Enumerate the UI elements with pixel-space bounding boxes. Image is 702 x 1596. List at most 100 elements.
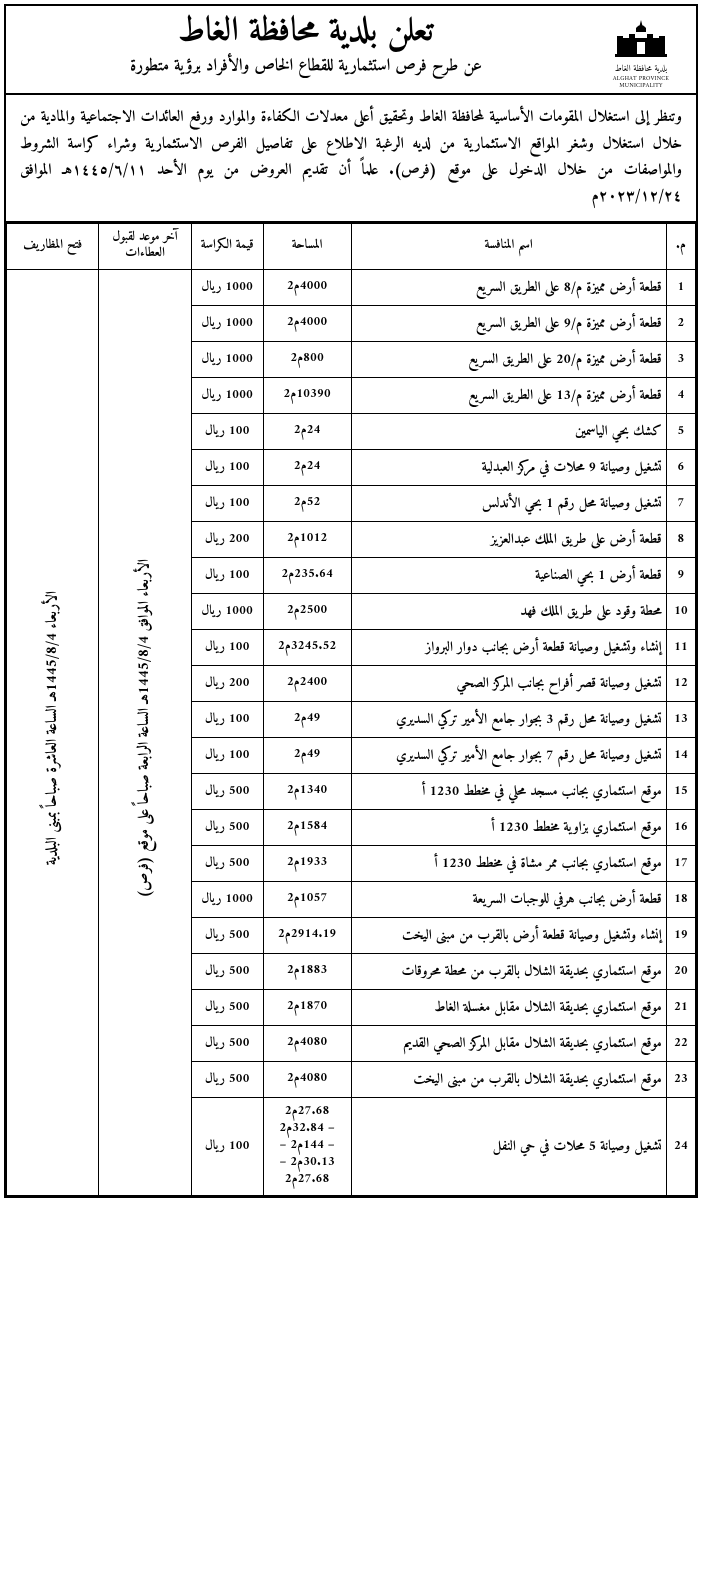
competition-name: قطعة أرض مميزة م/8 على الطريق السريع — [351, 270, 666, 306]
row-number: 2 — [666, 306, 695, 342]
area-value: 4080م2 — [263, 1026, 351, 1062]
booklet-price: 1000 ريال — [191, 882, 263, 918]
area-value: 3245.52م2 — [263, 630, 351, 666]
competition-name: كشك بحي الياسمين — [351, 414, 666, 450]
competition-name: موقع استثماري بجانب مسجد محلي في مخطط 12… — [351, 774, 666, 810]
competition-name: قطعة أرض مميزة م/20 على الطريق السريع — [351, 342, 666, 378]
row-number: 9 — [666, 558, 695, 594]
row-number: 11 — [666, 630, 695, 666]
row-number: 21 — [666, 990, 695, 1026]
area-value: 1933م2 — [263, 846, 351, 882]
area-value: 27.68م2 – 32.84م2 – 144م2 – 30.13م2 – 27… — [263, 1098, 351, 1195]
area-value: 1883م2 — [263, 954, 351, 990]
booklet-price: 1000 ريال — [191, 306, 263, 342]
competition-name: تشغيل وصيانة محل رقم 3 بجوار جامع الأمير… — [351, 702, 666, 738]
competition-name: تشغيل وصيانة قصر أفراح بجانب المركز الصح… — [351, 666, 666, 702]
header-row: بلدية محافظة الغاط ALGHAT PROVINCE MUNIC… — [6, 6, 696, 95]
col-header-price: قيمة الكراسة — [191, 223, 263, 270]
area-value: 2400م2 — [263, 666, 351, 702]
area-value: 2914.19م2 — [263, 918, 351, 954]
area-value: 24م2 — [263, 414, 351, 450]
row-number: 20 — [666, 954, 695, 990]
booklet-price: 1000 ريال — [191, 594, 263, 630]
area-value: 10390م2 — [263, 378, 351, 414]
booklet-price: 500 ريال — [191, 774, 263, 810]
intro-paragraph: وتنظر إلى استغلال المقومات الأساسية لمحا… — [6, 95, 696, 222]
booklet-price: 500 ريال — [191, 954, 263, 990]
booklet-price: 500 ريال — [191, 990, 263, 1026]
competition-name: إنشاء وتشغيل وصيانة قطعة أرض بجانب دوار … — [351, 630, 666, 666]
area-value: 2500م2 — [263, 594, 351, 630]
competition-name: قطعة أرض بجانب هرفي للوجبات السريعة — [351, 882, 666, 918]
row-number: 14 — [666, 738, 695, 774]
booklet-price: 200 ريال — [191, 666, 263, 702]
row-number: 17 — [666, 846, 695, 882]
competition-name: تشغيل وصيانة محل رقم 7 بجوار جامع الأمير… — [351, 738, 666, 774]
main-title: تعلن بلدية محافظة الغاط — [16, 14, 596, 51]
row-number: 16 — [666, 810, 695, 846]
competition-name: موقع استثماري بحديقة الشلال بالقرب من مب… — [351, 1062, 666, 1098]
logo-block: بلدية محافظة الغاط ALGHAT PROVINCE MUNIC… — [596, 14, 686, 89]
area-value: 4000م2 — [263, 306, 351, 342]
area-value: 49م2 — [263, 738, 351, 774]
row-number: 13 — [666, 702, 695, 738]
competition-name: قطعة أرض مميزة م/13 على الطريق السريع — [351, 378, 666, 414]
competition-name: قطعة أرض مميزة م/9 على الطريق السريع — [351, 306, 666, 342]
table-body: 1قطعة أرض مميزة م/8 على الطريق السريع400… — [7, 270, 696, 1195]
booklet-price: 500 ريال — [191, 846, 263, 882]
row-number: 7 — [666, 486, 695, 522]
deadline-text: الأربعاء الموافق 1445/8/4هـ الساعة الراب… — [133, 549, 157, 908]
booklet-price: 500 ريال — [191, 918, 263, 954]
opening-cell: الأربعاء 1445/8/4هـ الساعة العاشرة صباحا… — [7, 270, 99, 1195]
booklet-price: 100 ريال — [191, 630, 263, 666]
booklet-price: 500 ريال — [191, 1062, 263, 1098]
competition-name: محطة وقود على طريق الملك فهد — [351, 594, 666, 630]
table-header-row: م. اسم المنافسة المساحة قيمة الكراسة آخر… — [7, 223, 696, 270]
tenders-table: م. اسم المنافسة المساحة قيمة الكراسة آخر… — [6, 223, 696, 1196]
col-header-area: المساحة — [263, 223, 351, 270]
title-block: تعلن بلدية محافظة الغاط عن طرح فرص استثم… — [16, 14, 596, 77]
area-value: 4000م2 — [263, 270, 351, 306]
area-value: 1057م2 — [263, 882, 351, 918]
competition-name: موقع استثماري بحديقة الشلال مقابل مغسلة … — [351, 990, 666, 1026]
booklet-price: 1000 ريال — [191, 270, 263, 306]
table-row: 1قطعة أرض مميزة م/8 على الطريق السريع400… — [7, 270, 696, 306]
competition-name: إنشاء وتشغيل وصيانة قطعة أرض بالقرب من م… — [351, 918, 666, 954]
row-number: 5 — [666, 414, 695, 450]
booklet-price: 100 ريال — [191, 702, 263, 738]
competition-name: تشغيل وصيانة محل رقم 1 بحي الأندلس — [351, 486, 666, 522]
area-value: 1340م2 — [263, 774, 351, 810]
municipality-logo-icon — [611, 18, 671, 62]
area-value: 52م2 — [263, 486, 351, 522]
col-header-open: فتح المظاريف — [7, 223, 99, 270]
opening-text: الأربعاء 1445/8/4هـ الساعة العاشرة صباحا… — [41, 581, 65, 875]
area-value: 1870م2 — [263, 990, 351, 1026]
area-value: 49م2 — [263, 702, 351, 738]
subtitle: عن طرح فرص استثمارية للقطاع الخاص والأفر… — [16, 55, 596, 77]
area-value: 235.64م2 — [263, 558, 351, 594]
competition-name: موقع استثماري بحديقة الشلال مقابل المركز… — [351, 1026, 666, 1062]
booklet-price: 1000 ريال — [191, 378, 263, 414]
row-number: 19 — [666, 918, 695, 954]
col-header-name: اسم المنافسة — [351, 223, 666, 270]
area-value: 1584م2 — [263, 810, 351, 846]
row-number: 18 — [666, 882, 695, 918]
booklet-price: 500 ريال — [191, 810, 263, 846]
competition-name: موقع استثماري بحديقة الشلال بالقرب من مح… — [351, 954, 666, 990]
col-header-deadline: آخر موعد لقبول العطاءات — [99, 223, 191, 270]
competition-name: موقع استثماري بجانب ممر مشاة في مخطط 123… — [351, 846, 666, 882]
row-number: 15 — [666, 774, 695, 810]
col-header-num: م. — [666, 223, 695, 270]
row-number: 22 — [666, 1026, 695, 1062]
booklet-price: 100 ريال — [191, 450, 263, 486]
row-number: 12 — [666, 666, 695, 702]
booklet-price: 100 ريال — [191, 414, 263, 450]
announcement-page: بلدية محافظة الغاط ALGHAT PROVINCE MUNIC… — [4, 4, 698, 1198]
area-value: 800م2 — [263, 342, 351, 378]
row-number: 4 — [666, 378, 695, 414]
row-number: 23 — [666, 1062, 695, 1098]
booklet-price: 200 ريال — [191, 522, 263, 558]
row-number: 1 — [666, 270, 695, 306]
competition-name: تشغيل وصيانة 5 محلات في حي النفل — [351, 1098, 666, 1195]
competition-name: موقع استثماري بزاوية مخطط 1230 أ — [351, 810, 666, 846]
